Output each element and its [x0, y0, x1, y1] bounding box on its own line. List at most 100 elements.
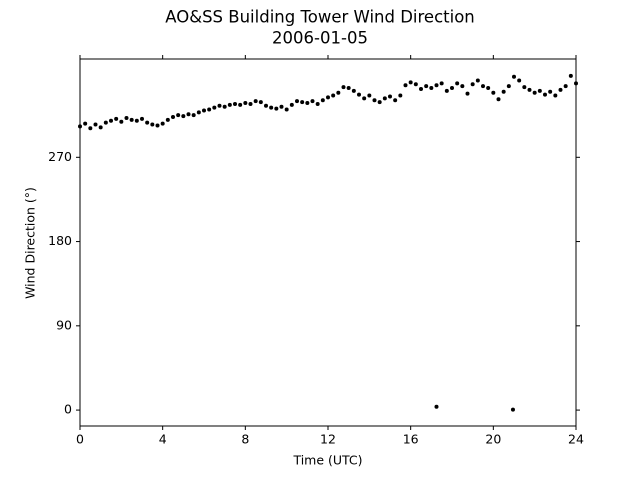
y-tick-label: 90: [56, 317, 72, 332]
data-point: [563, 84, 568, 89]
data-point: [537, 88, 542, 93]
data-point: [377, 100, 382, 105]
data-point: [398, 93, 403, 98]
data-point: [424, 84, 429, 89]
x-tick-label: 12: [320, 432, 336, 447]
data-point: [78, 124, 82, 129]
data-point: [527, 87, 532, 92]
data-point: [295, 99, 299, 104]
data-point: [382, 96, 387, 101]
data-point: [429, 86, 434, 91]
x-tick-label: 16: [403, 432, 419, 447]
data-point: [517, 78, 522, 83]
data-point: [470, 82, 475, 87]
data-point: [264, 103, 268, 108]
data-point: [486, 86, 491, 91]
y-axis-label: Wind Direction (°): [23, 187, 38, 299]
x-tick-label: 20: [485, 432, 501, 447]
data-point: [496, 97, 501, 102]
data-point: [253, 99, 258, 104]
data-point: [134, 118, 139, 123]
data-point: [522, 85, 527, 90]
chart-title: AO&SS Building Tower Wind Direction: [165, 8, 475, 27]
data-point: [403, 83, 408, 88]
data-point: [439, 81, 444, 86]
data-point: [155, 123, 160, 128]
x-axis-label: Time (UTC): [292, 453, 362, 468]
data-point: [388, 94, 392, 99]
data-point: [160, 121, 165, 126]
data-point: [393, 98, 398, 103]
data-point: [88, 126, 93, 131]
data-point: [512, 74, 516, 79]
data-point: [465, 91, 470, 96]
data-point: [129, 117, 134, 122]
data-point: [269, 105, 274, 110]
x-tick-label: 0: [76, 432, 84, 447]
data-point: [150, 122, 155, 127]
data-point: [532, 90, 537, 95]
data-point: [119, 119, 124, 124]
data-point: [419, 86, 423, 91]
data-point: [568, 73, 573, 78]
data-point: [300, 100, 305, 105]
data-point: [83, 121, 88, 126]
data-point: [372, 98, 377, 103]
x-tick-label: 4: [159, 432, 167, 447]
data-point: [475, 78, 480, 83]
data-point: [305, 101, 310, 106]
data-point: [362, 96, 367, 101]
chart-subtitle: 2006-01-05: [272, 29, 368, 48]
data-point: [320, 98, 325, 103]
data-point: [434, 83, 439, 88]
data-point: [109, 118, 113, 123]
data-point: [103, 120, 108, 125]
data-point: [222, 104, 227, 109]
data-point: [191, 113, 196, 118]
data-point: [274, 106, 279, 111]
data-point: [413, 82, 418, 87]
data-point: [346, 86, 351, 91]
data-point: [553, 93, 558, 98]
data-point: [227, 102, 232, 107]
data-point: [331, 93, 336, 98]
data-point: [93, 122, 98, 127]
data-point: [460, 84, 465, 89]
data-point: [315, 101, 320, 106]
data-point: [491, 90, 496, 95]
data-point: [510, 407, 515, 412]
y-tick-label: 270: [48, 149, 72, 164]
data-point: [357, 92, 361, 97]
data-point: [284, 107, 289, 112]
data-point: [444, 88, 449, 93]
data-point: [258, 100, 263, 105]
data-point: [212, 105, 217, 110]
x-tick-label: 8: [241, 432, 249, 447]
data-point: [165, 117, 170, 122]
data-point: [171, 115, 175, 120]
data-point: [543, 92, 547, 97]
data-point: [367, 93, 372, 98]
data-point: [336, 90, 341, 95]
data-point: [548, 89, 553, 94]
data-point: [98, 125, 103, 130]
data-point: [506, 84, 511, 89]
data-point: [181, 114, 186, 119]
data-point: [176, 113, 181, 118]
data-point: [140, 116, 144, 121]
data-point: [207, 107, 212, 112]
data-point: [202, 108, 206, 113]
data-point: [450, 86, 454, 91]
data-point: [481, 84, 485, 89]
data-point: [434, 404, 439, 409]
data-point: [326, 95, 330, 100]
data-point: [341, 85, 346, 90]
data-point: [558, 87, 563, 92]
data-point: [279, 104, 284, 109]
data-point: [501, 89, 506, 94]
data-point: [289, 102, 294, 107]
data-point: [217, 103, 222, 108]
x-tick-label: 24: [568, 432, 584, 447]
data-point: [248, 101, 253, 106]
